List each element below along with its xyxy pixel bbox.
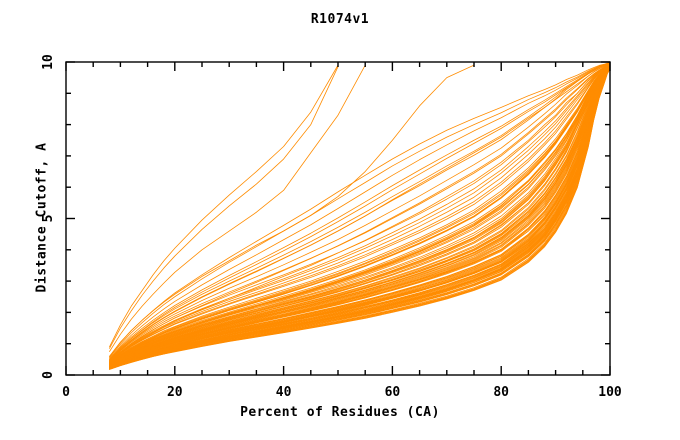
data-curve <box>109 64 611 364</box>
data-curve <box>109 68 611 370</box>
data-curve <box>109 64 611 365</box>
data-curve <box>109 62 611 359</box>
data-curve <box>109 65 611 366</box>
x-tick-label: 20 <box>167 385 183 400</box>
data-curve <box>109 67 611 369</box>
data-curve <box>109 62 611 360</box>
x-axis-label: Percent of Residues (CA) <box>240 405 440 420</box>
axis-layer <box>65 61 611 376</box>
data-curve <box>109 63 611 362</box>
data-curve <box>109 67 611 369</box>
data-curve <box>109 63 611 363</box>
x-tick-label: 0 <box>62 385 70 400</box>
data-curve <box>109 62 611 358</box>
data-curve <box>109 63 611 363</box>
data-curve <box>109 65 611 367</box>
data-curve <box>109 64 611 364</box>
data-curve <box>109 62 611 360</box>
data-curve <box>109 63 611 361</box>
data-curve <box>109 63 611 363</box>
data-curve <box>109 63 611 362</box>
y-tick-label: 0 <box>41 371 56 379</box>
data-curve <box>109 64 611 365</box>
data-curve <box>109 64 339 348</box>
tick-label-layer: 0 20 40 60 80 100 0 5 10 <box>41 54 622 400</box>
x-tick-label: 80 <box>493 385 509 400</box>
x-tick-label: 60 <box>385 385 401 400</box>
data-curve <box>109 65 611 367</box>
data-series-layer <box>109 62 611 370</box>
data-curve <box>109 65 611 368</box>
data-curve <box>109 64 611 365</box>
chart-title: R1074v1 <box>310 12 370 27</box>
data-curve <box>109 64 475 357</box>
data-curve <box>109 64 366 352</box>
data-curve <box>109 68 611 370</box>
data-curve <box>109 66 611 368</box>
data-curve <box>109 63 611 362</box>
data-curve <box>109 65 611 366</box>
data-curve <box>109 64 611 366</box>
data-curve <box>109 67 611 370</box>
data-curve <box>109 66 339 349</box>
y-tick-label: 10 <box>41 54 56 70</box>
data-curve <box>109 62 611 361</box>
data-curve <box>109 65 611 367</box>
y-tick-label: 5 <box>41 215 56 223</box>
x-tick-label: 40 <box>276 385 292 400</box>
x-tick-label: 100 <box>598 385 622 400</box>
data-curve <box>109 65 611 366</box>
